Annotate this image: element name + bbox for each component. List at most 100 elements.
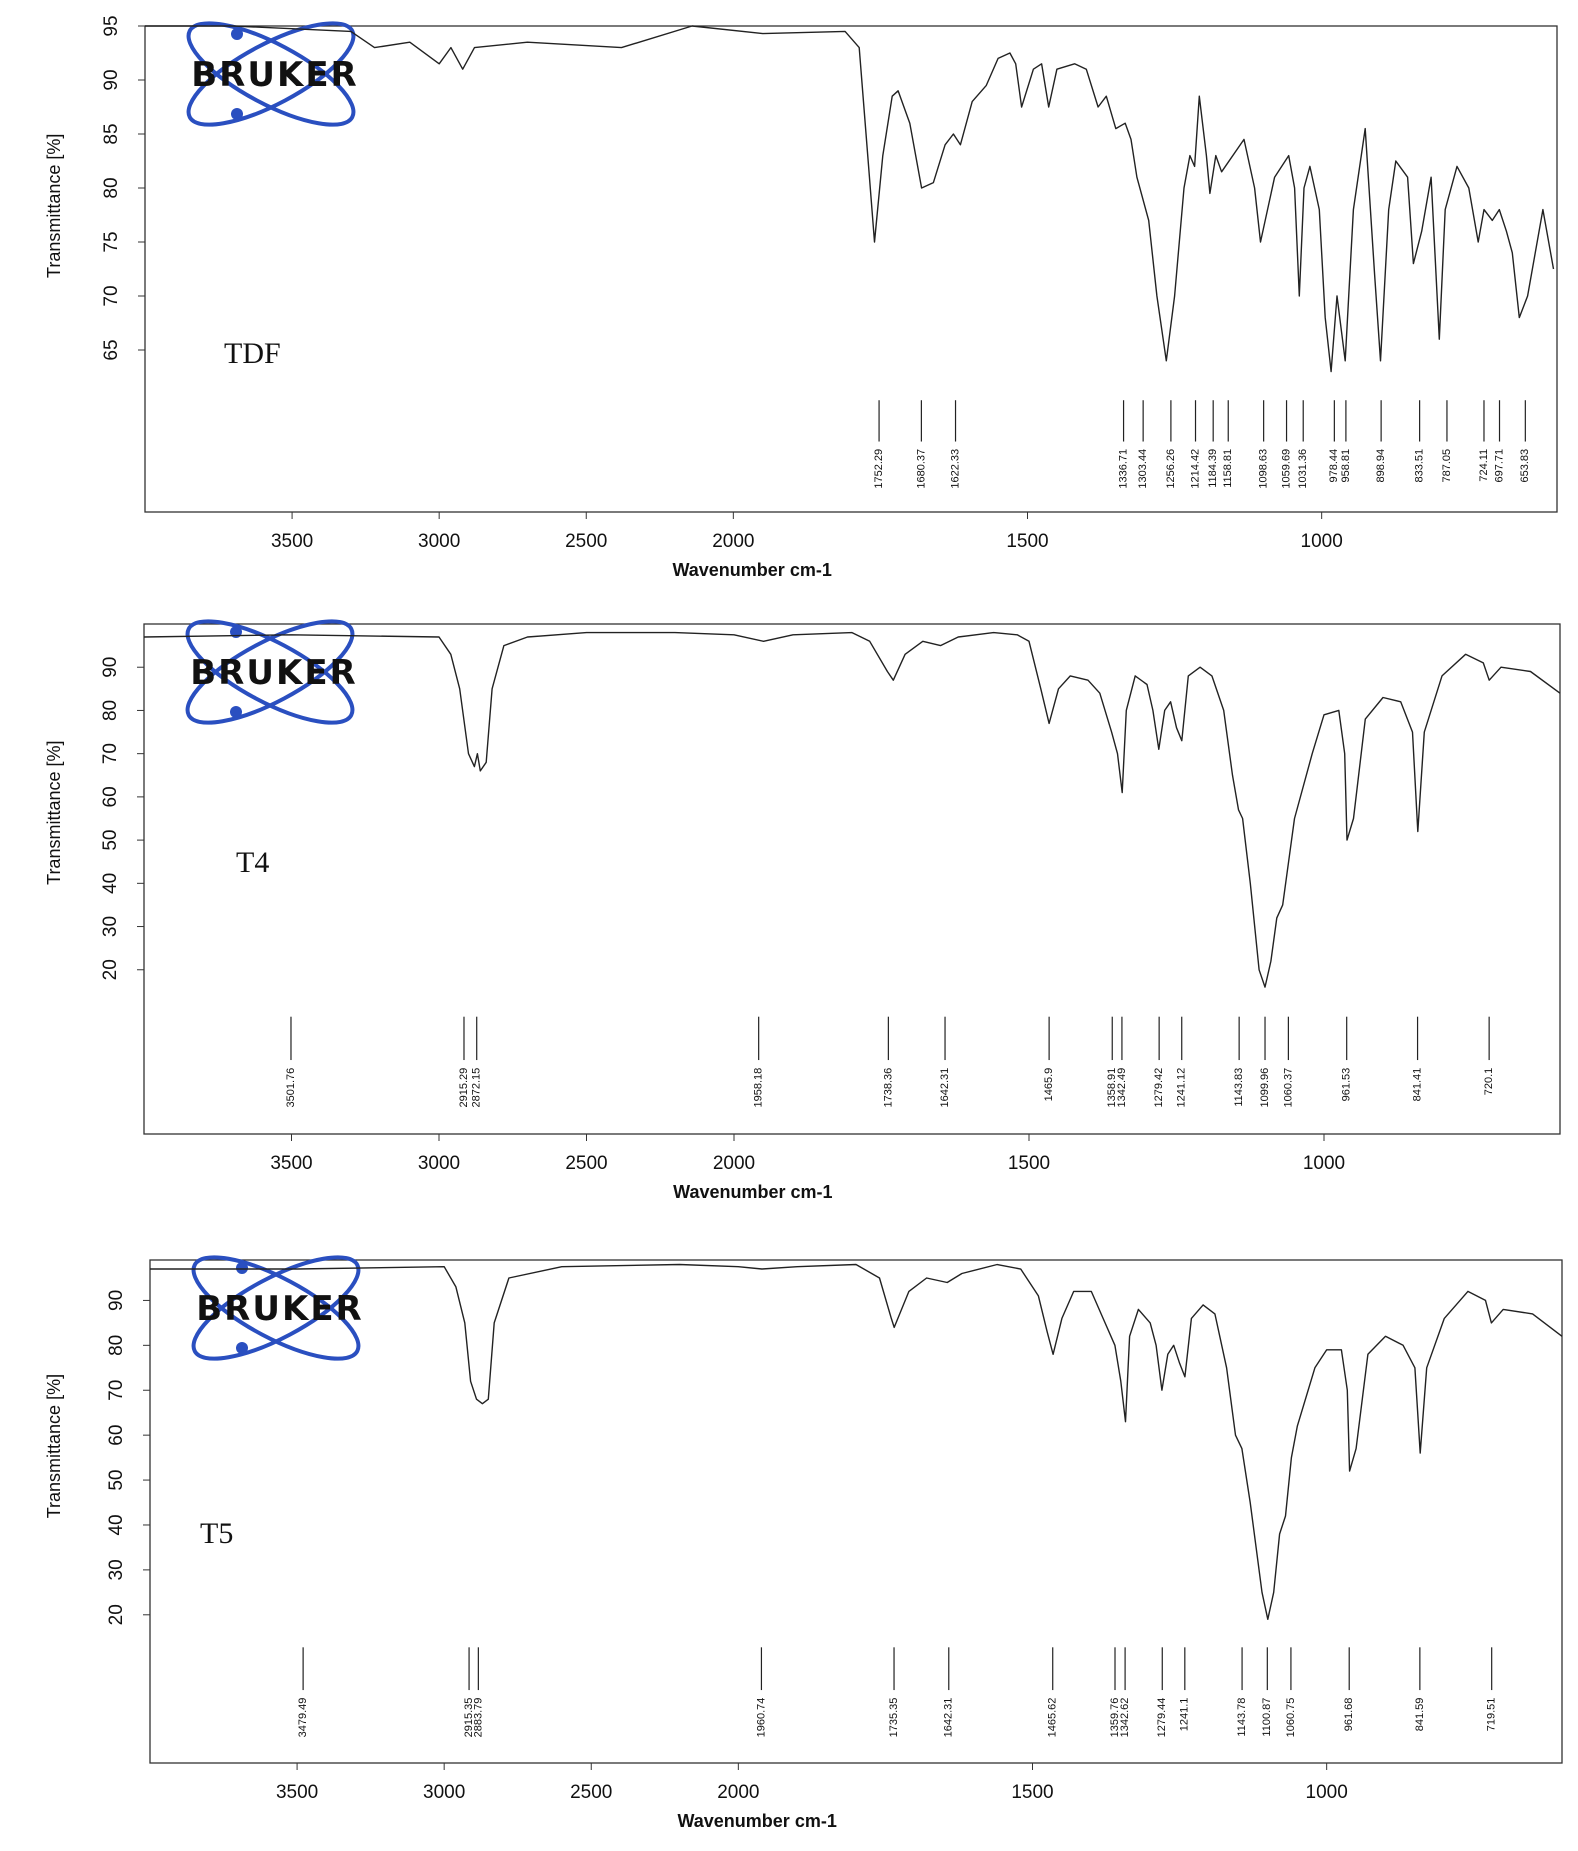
x-tick-label: 3000	[418, 1153, 460, 1174]
peak-label: 1752.29	[873, 449, 885, 489]
peak-label: 1359.76	[1109, 1698, 1121, 1738]
peak-label: 841.41	[1411, 1068, 1423, 1102]
peak-label: 1158.81	[1222, 449, 1234, 488]
y-tick-label: 70	[106, 1380, 127, 1401]
sample-label: T5	[200, 1517, 233, 1550]
spectrum-line	[150, 1263, 1563, 1620]
peak-label: 1098.63	[1258, 449, 1270, 489]
peak-label: 1256.26	[1165, 449, 1177, 489]
peak-label: 978.44	[1328, 449, 1340, 483]
x-tick-label: 1000	[1303, 1153, 1345, 1174]
x-tick-label: 3000	[418, 531, 460, 552]
peak-label: 1031.36	[1297, 449, 1309, 489]
peak-label: 1642.31	[939, 1068, 951, 1108]
peak-label: 1100.87	[1261, 1698, 1273, 1737]
logo-orbit	[185, 619, 355, 725]
x-tick-label: 1000	[1306, 1782, 1348, 1803]
peak-label: 2915.29	[458, 1068, 470, 1108]
peak-label: 1735.35	[888, 1698, 900, 1738]
peak-label: 719.51	[1486, 1698, 1498, 1732]
y-tick-label: 40	[100, 873, 121, 894]
logo-dot	[231, 28, 243, 40]
x-tick-label: 2500	[570, 1782, 612, 1803]
peak-label: 1738.36	[882, 1068, 894, 1108]
peak-label: 1060.37	[1282, 1068, 1294, 1108]
x-tick-label: 2000	[713, 1153, 755, 1174]
x-tick-label: 2500	[565, 1153, 607, 1174]
y-tick-label: 90	[106, 1290, 127, 1311]
plot-frame	[144, 25, 1558, 513]
spectrum-panel: BRUKER TDF 65 70 75 80 85 90 95 3500 3000 2500 2000 1…	[44, 15, 1558, 580]
x-tick-label: 3000	[423, 1782, 465, 1803]
peak-label: 1241.1	[1179, 1698, 1191, 1732]
x-axis-label: Wavenumber cm-1	[672, 560, 831, 580]
peak-label: 720.1	[1483, 1068, 1495, 1096]
y-tick-label: 65	[101, 339, 122, 360]
x-tick-label: 1000	[1301, 531, 1343, 552]
peak-label: 1143.78	[1236, 1698, 1248, 1737]
peak-label: 1342.62	[1119, 1698, 1131, 1738]
spectrum-panel: BRUKER T4 20 30 40 50 60 70 80 90 3500 3000 2500 2000…	[44, 619, 1561, 1202]
peak-label: 1143.83	[1233, 1068, 1245, 1107]
spectrum-line	[145, 25, 1555, 373]
logo-dot	[236, 1262, 248, 1274]
peak-label: 1680.37	[915, 449, 927, 489]
y-tick-label: 40	[106, 1514, 127, 1535]
peak-label: 833.51	[1414, 449, 1426, 483]
y-tick-label: 20	[100, 959, 121, 980]
y-tick-label: 75	[101, 231, 122, 252]
x-tick-label: 1500	[1008, 1153, 1050, 1174]
x-axis-label: Wavenumber cm-1	[673, 1182, 832, 1202]
logo-orbit	[186, 21, 356, 127]
y-tick-label: 30	[100, 916, 121, 937]
x-tick-label: 1500	[1006, 531, 1048, 552]
logo-orbit	[191, 1255, 361, 1361]
y-tick-label: 70	[100, 743, 121, 764]
sample-label: T4	[236, 846, 269, 879]
x-tick-label: 2000	[712, 531, 754, 552]
logo-text: BRUKER	[196, 1289, 363, 1329]
spectrum-line	[143, 631, 1561, 988]
logo-orbit	[185, 619, 355, 725]
peak-label: 1303.44	[1137, 449, 1149, 489]
peak-label: 787.05	[1441, 449, 1453, 483]
x-tick-label: 2000	[717, 1782, 759, 1803]
peak-label: 1642.31	[943, 1698, 955, 1738]
peak-label: 1184.39	[1207, 449, 1219, 488]
peak-label: 1241.12	[1176, 1068, 1188, 1108]
logo-text: BRUKER	[190, 653, 357, 693]
y-tick-label: 90	[101, 69, 122, 90]
y-tick-label: 80	[106, 1335, 127, 1356]
peak-label: 1279.42	[1153, 1068, 1165, 1108]
peak-label: 958.81	[1340, 449, 1352, 483]
x-tick-label: 3500	[271, 531, 313, 552]
y-tick-label: 60	[106, 1425, 127, 1446]
peak-label: 653.83	[1519, 449, 1531, 483]
y-axis-label: Transmittance [%]	[44, 1374, 64, 1518]
peak-label: 1358.91	[1106, 1068, 1118, 1108]
peak-label: 1622.33	[949, 449, 961, 489]
y-tick-label: 80	[101, 177, 122, 198]
y-tick-label: 20	[106, 1604, 127, 1625]
peak-label: 2883.79	[472, 1698, 484, 1738]
peak-label: 1342.49	[1116, 1068, 1128, 1108]
spectrum-panel: BRUKER T5 20 30 40 50 60 70 80 90 3500 3000 2500 2000…	[44, 1255, 1563, 1831]
logo-dot	[230, 706, 242, 718]
peak-label: 841.59	[1414, 1698, 1426, 1732]
x-tick-label: 3500	[270, 1153, 312, 1174]
y-tick-label: 50	[100, 830, 121, 851]
logo-orbit	[191, 1255, 361, 1361]
peak-label: 1336.71	[1117, 449, 1129, 489]
y-tick-label: 85	[101, 123, 122, 144]
plot-frame	[143, 623, 1561, 1135]
peak-label: 1059.69	[1280, 449, 1292, 489]
peak-label: 1060.75	[1285, 1698, 1297, 1738]
peak-label: 1214.42	[1189, 449, 1201, 489]
peak-label: 724.11	[1478, 449, 1490, 482]
y-axis-label: Transmittance [%]	[44, 134, 64, 278]
peak-label: 898.94	[1375, 449, 1387, 483]
peak-label: 961.53	[1341, 1068, 1353, 1102]
x-tick-label: 2500	[565, 531, 607, 552]
